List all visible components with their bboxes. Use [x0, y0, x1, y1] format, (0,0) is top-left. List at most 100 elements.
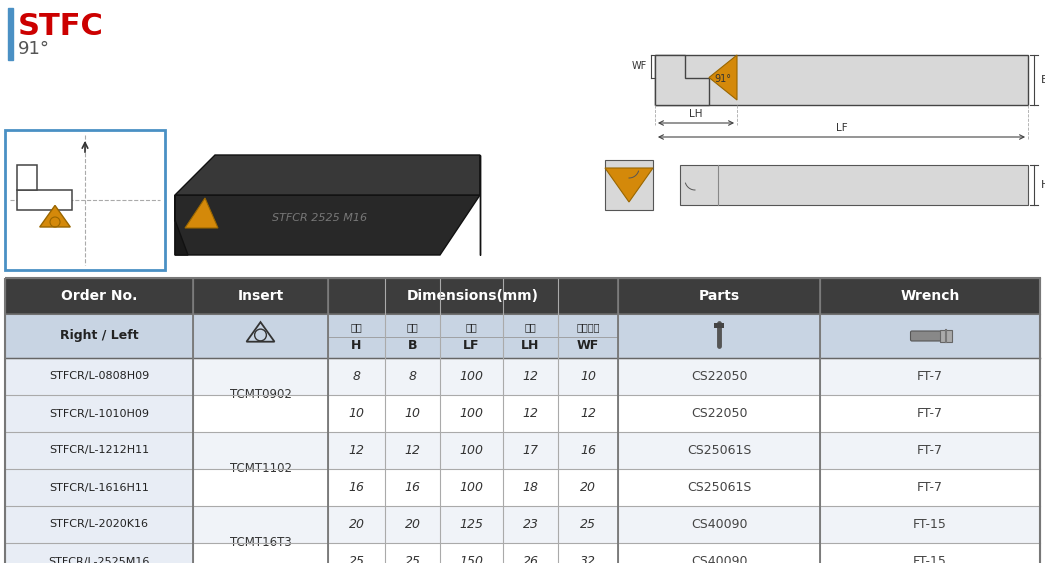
Text: LF: LF [836, 123, 847, 133]
Bar [5, 543, 193, 563]
Text: 8: 8 [352, 370, 361, 383]
Bar [5, 130, 165, 270]
Text: 91°: 91° [714, 74, 731, 84]
Text: CS22050: CS22050 [691, 370, 747, 383]
Text: 32: 32 [580, 555, 596, 563]
Text: STFC: STFC [18, 12, 103, 41]
Text: STFCR/L-0808H09: STFCR/L-0808H09 [49, 372, 149, 382]
Text: WF: WF [577, 339, 599, 352]
Polygon shape [185, 198, 218, 228]
Bar [655, 55, 1028, 105]
Text: Wrench: Wrench [901, 289, 959, 303]
Text: 25: 25 [404, 555, 420, 563]
Text: TCMT1102: TCMT1102 [230, 462, 292, 476]
Text: CS25061S: CS25061S [687, 444, 751, 457]
Text: Parts: Parts [698, 289, 740, 303]
Text: 10: 10 [348, 407, 365, 420]
Text: 18: 18 [522, 481, 538, 494]
Text: FT-7: FT-7 [918, 444, 943, 457]
Bar [5, 278, 1040, 314]
Text: 100: 100 [460, 481, 484, 494]
Text: TCMT16T3: TCMT16T3 [230, 537, 292, 549]
Bar [605, 160, 653, 210]
Text: STFCR 2525 M16: STFCR 2525 M16 [273, 213, 368, 223]
Text: 91°: 91° [18, 40, 50, 58]
Bar [17, 190, 72, 210]
Text: 16: 16 [404, 481, 420, 494]
Text: 100: 100 [460, 444, 484, 457]
FancyBboxPatch shape [910, 331, 950, 341]
Bar [5, 432, 193, 469]
Bar [8, 8, 13, 60]
Text: H: H [351, 339, 362, 352]
Text: FT-7: FT-7 [918, 407, 943, 420]
Text: 12: 12 [580, 407, 596, 420]
Text: 20: 20 [580, 481, 596, 494]
Text: 8: 8 [409, 370, 417, 383]
Polygon shape [655, 55, 709, 105]
Text: FT-15: FT-15 [913, 518, 947, 531]
Text: 150: 150 [460, 555, 484, 563]
Text: Order No.: Order No. [61, 289, 137, 303]
Text: CS40090: CS40090 [691, 518, 747, 531]
Text: 12: 12 [348, 444, 365, 457]
Polygon shape [605, 168, 653, 202]
Bar [680, 165, 1028, 205]
Text: FT-7: FT-7 [918, 370, 943, 383]
Text: STFCR/L-1212H11: STFCR/L-1212H11 [49, 445, 149, 455]
Text: STFCR/L-1616H11: STFCR/L-1616H11 [49, 482, 149, 493]
Bar [714, 323, 724, 328]
Text: 柴高: 柴高 [351, 322, 363, 332]
Text: Insert: Insert [237, 289, 283, 303]
Text: B: B [408, 339, 417, 352]
Bar [17, 165, 37, 190]
Polygon shape [175, 195, 188, 255]
Bar [5, 506, 193, 543]
Text: FT-15: FT-15 [913, 555, 947, 563]
Text: Dimensions(mm): Dimensions(mm) [407, 289, 539, 303]
Text: 23: 23 [522, 518, 538, 531]
Text: 10: 10 [580, 370, 596, 383]
Polygon shape [175, 155, 480, 195]
Bar [5, 506, 1040, 543]
Text: 工作寬度: 工作寬度 [576, 322, 600, 332]
Text: 17: 17 [522, 444, 538, 457]
Bar [5, 358, 1040, 395]
Text: 20: 20 [348, 518, 365, 531]
Bar [5, 469, 1040, 506]
Text: 125: 125 [460, 518, 484, 531]
Bar [5, 432, 1040, 469]
Text: 長度: 長度 [466, 322, 478, 332]
Bar [5, 358, 193, 395]
Text: LH: LH [690, 109, 702, 119]
Text: B: B [1041, 75, 1045, 85]
Text: 16: 16 [348, 481, 365, 494]
Text: TCMT0902: TCMT0902 [230, 388, 292, 401]
Polygon shape [175, 195, 480, 255]
Text: CS22050: CS22050 [691, 407, 747, 420]
Text: 頭長: 頭長 [525, 322, 536, 332]
Bar [5, 395, 1040, 432]
Bar [5, 314, 1040, 358]
Text: 26: 26 [522, 555, 538, 563]
Text: Right / Left: Right / Left [60, 329, 138, 342]
Text: H: H [1041, 180, 1045, 190]
Text: STFCR/L-1010H09: STFCR/L-1010H09 [49, 409, 149, 418]
Text: WF: WF [632, 61, 647, 72]
Text: 25: 25 [348, 555, 365, 563]
Text: 100: 100 [460, 370, 484, 383]
Bar [940, 330, 952, 342]
Text: 12: 12 [404, 444, 420, 457]
Text: 20: 20 [404, 518, 420, 531]
Text: 100: 100 [460, 407, 484, 420]
Bar [5, 543, 1040, 563]
Text: 25: 25 [580, 518, 596, 531]
Text: 10: 10 [404, 407, 420, 420]
Text: STFCR/L-2525M16: STFCR/L-2525M16 [48, 556, 149, 563]
Text: CS40090: CS40090 [691, 555, 747, 563]
Text: CS25061S: CS25061S [687, 481, 751, 494]
Polygon shape [40, 205, 70, 227]
Polygon shape [709, 55, 737, 100]
Bar [5, 278, 1040, 563]
Bar [5, 395, 193, 432]
